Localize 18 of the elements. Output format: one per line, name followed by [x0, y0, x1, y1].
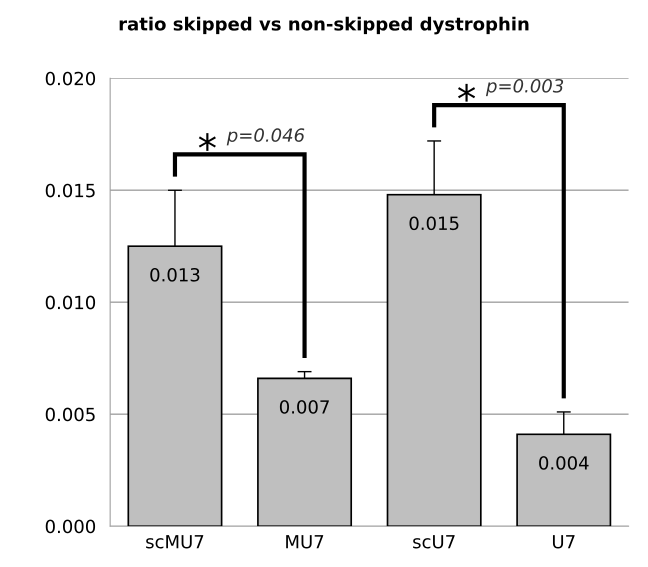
annotation: p=0.003 — [486, 79, 564, 96]
chart-title: ratio skipped vs non-skipped dystrophin — [120, 16, 528, 34]
data-label: 0.015 — [410, 216, 458, 230]
x-tick-label: scU7 — [413, 535, 455, 548]
y-tick-label: 0.020 — [46, 72, 96, 86]
x-tick-label: U7 — [552, 535, 575, 548]
y-tick-label: 0.010 — [46, 296, 96, 310]
annotation: * — [198, 133, 216, 151]
data-label: 0.013 — [150, 268, 200, 282]
annotation: p=0.046 — [226, 128, 304, 146]
annotation: * — [458, 84, 476, 102]
x-tick-label: scMU7 — [146, 535, 204, 548]
x-tick-label: MU7 — [286, 535, 324, 548]
data-label: 0.007 — [280, 400, 329, 414]
y-tick-label: 0.015 — [46, 184, 95, 198]
y-tick-label: 0.000 — [46, 520, 96, 534]
y-tick-label: 0.005 — [46, 408, 95, 422]
data-label: 0.004 — [539, 456, 589, 470]
